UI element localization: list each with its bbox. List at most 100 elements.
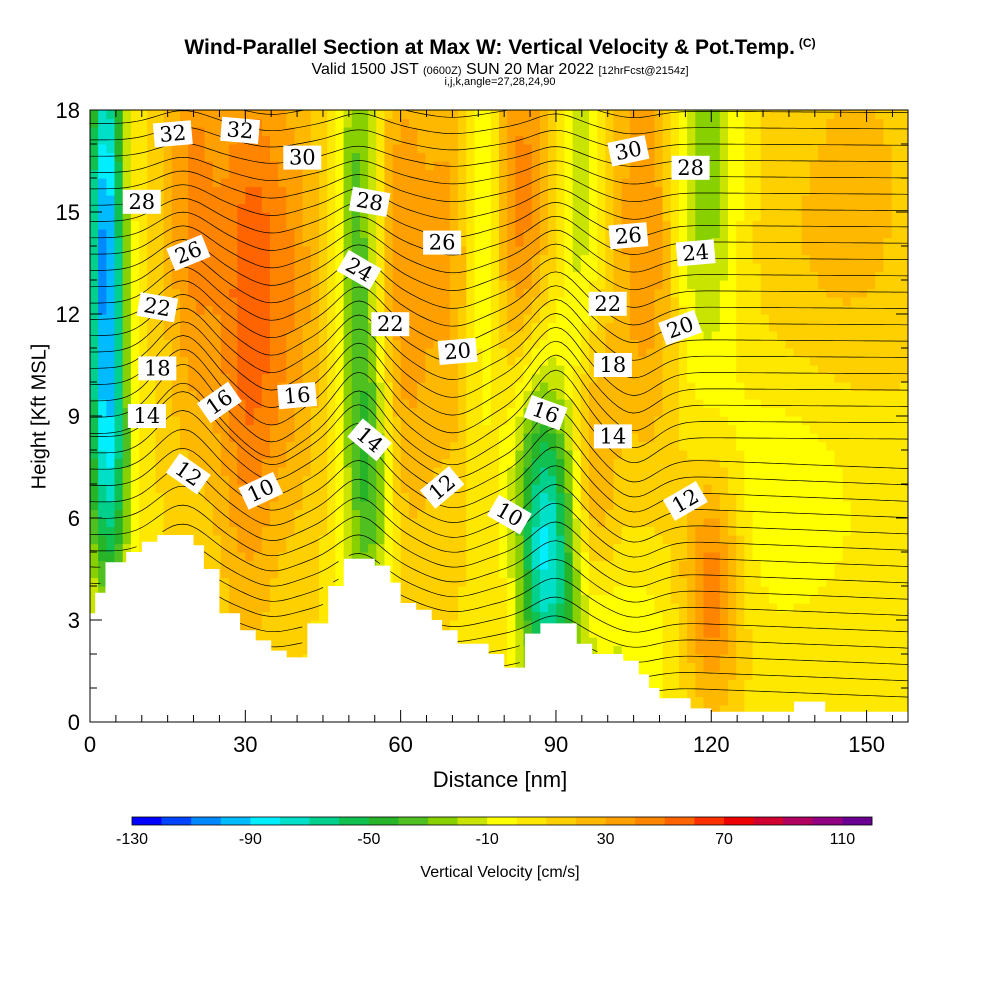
velocity-cell xyxy=(441,314,451,324)
velocity-cell xyxy=(343,552,353,562)
velocity-cell xyxy=(580,441,590,451)
velocity-cell xyxy=(409,288,418,298)
velocity-cell xyxy=(433,305,443,315)
velocity-cell xyxy=(621,416,631,426)
velocity-cell xyxy=(597,169,606,179)
velocity-cell xyxy=(629,526,639,536)
velocity-cell xyxy=(196,118,206,128)
velocity-cell xyxy=(90,254,99,264)
velocity-cell xyxy=(458,611,467,621)
velocity-cell xyxy=(425,475,435,485)
velocity-cell xyxy=(548,297,557,307)
velocity-cell xyxy=(531,450,541,460)
velocity-cell xyxy=(351,314,361,324)
velocity-cell xyxy=(310,424,320,434)
velocity-cell xyxy=(139,526,148,536)
velocity-cell xyxy=(139,424,148,434)
velocity-cell xyxy=(327,424,336,434)
velocity-cell xyxy=(588,195,598,205)
velocity-cell xyxy=(294,263,304,273)
velocity-cell xyxy=(548,390,557,400)
velocity-cell xyxy=(613,331,623,341)
velocity-cell xyxy=(196,127,206,137)
velocity-cell xyxy=(613,611,623,621)
velocity-cell xyxy=(343,348,353,358)
velocity-cell xyxy=(400,492,410,502)
velocity-cell xyxy=(302,271,312,281)
velocity-cell xyxy=(319,365,328,375)
velocity-cell xyxy=(278,586,287,596)
velocity-cell xyxy=(327,161,336,171)
velocity-cell xyxy=(196,441,206,451)
velocity-cell xyxy=(474,501,484,511)
velocity-cell xyxy=(449,297,459,307)
velocity-cell xyxy=(621,484,631,494)
velocity-cell xyxy=(490,382,500,392)
velocity-cell xyxy=(212,297,222,307)
velocity-cell xyxy=(646,280,656,290)
velocity-cell xyxy=(580,450,590,460)
velocity-cell xyxy=(122,314,132,324)
velocity-cell xyxy=(629,433,639,443)
velocity-cell xyxy=(351,441,361,451)
velocity-cell xyxy=(155,322,165,332)
velocity-cell xyxy=(179,399,189,409)
velocity-cell xyxy=(278,560,287,570)
velocity-cell xyxy=(114,552,124,562)
velocity-cell xyxy=(351,237,361,247)
velocity-cell xyxy=(204,416,214,426)
velocity-cell xyxy=(368,178,377,188)
velocity-cell xyxy=(588,186,598,196)
velocity-cell xyxy=(539,288,549,298)
velocity-cell xyxy=(335,535,345,545)
velocity-cell xyxy=(490,254,500,264)
velocity-cell xyxy=(539,118,549,128)
velocity-cell xyxy=(106,424,116,434)
velocity-cell xyxy=(507,654,516,664)
velocity-cell xyxy=(220,484,230,494)
velocity-cell xyxy=(384,246,394,256)
velocity-cell xyxy=(229,348,238,358)
velocity-cell xyxy=(425,467,435,477)
velocity-cell xyxy=(163,322,173,332)
velocity-cell xyxy=(106,458,116,468)
velocity-cell xyxy=(106,475,116,485)
velocity-cell xyxy=(638,373,647,383)
velocity-cell xyxy=(613,467,623,477)
velocity-cell xyxy=(376,263,386,273)
velocity-cell xyxy=(204,314,214,324)
velocity-cell xyxy=(212,314,222,324)
velocity-cell xyxy=(409,118,418,128)
velocity-cell xyxy=(229,322,238,332)
velocity-cell xyxy=(605,458,615,468)
velocity-cell xyxy=(343,110,353,120)
velocity-cell xyxy=(646,603,656,613)
velocity-cell xyxy=(638,212,647,222)
velocity-cell xyxy=(531,195,541,205)
velocity-cell xyxy=(392,509,402,519)
velocity-cell xyxy=(90,467,99,477)
velocity-cell xyxy=(351,509,361,519)
velocity-cell xyxy=(572,314,582,324)
velocity-cell xyxy=(433,467,443,477)
velocity-cell xyxy=(425,356,435,366)
velocity-cell xyxy=(130,144,140,154)
velocity-cell xyxy=(384,560,394,570)
velocity-cell xyxy=(482,212,492,222)
velocity-cell xyxy=(417,441,426,451)
velocity-cell xyxy=(499,569,508,579)
velocity-cell xyxy=(319,280,328,290)
velocity-cell xyxy=(400,424,410,434)
velocity-cell xyxy=(98,543,107,553)
velocity-cell xyxy=(294,441,304,451)
velocity-cell xyxy=(597,407,606,417)
velocity-cell xyxy=(400,195,410,205)
velocity-cell xyxy=(327,178,336,188)
velocity-cell xyxy=(515,178,525,188)
velocity-cell xyxy=(539,331,549,341)
velocity-cell xyxy=(425,314,435,324)
velocity-cell xyxy=(278,637,287,647)
velocity-cell xyxy=(409,152,418,162)
velocity-cell xyxy=(466,254,476,264)
velocity-cell xyxy=(523,475,533,485)
